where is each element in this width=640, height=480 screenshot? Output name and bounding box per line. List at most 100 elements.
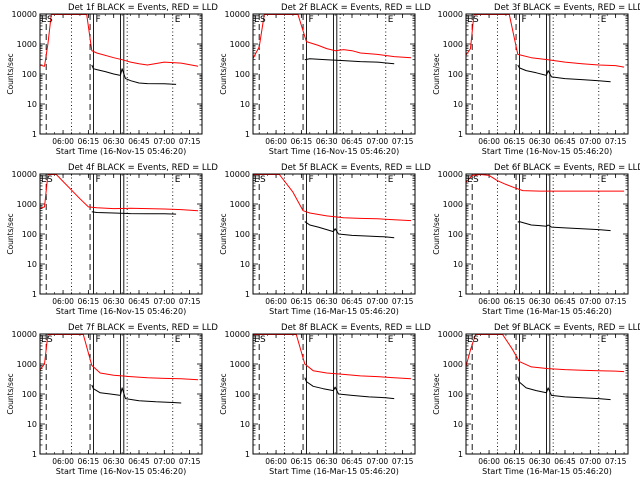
- y-axis-label: Counts/sec: [432, 53, 441, 94]
- x-axis-label: Start Time (16-Nov-15 05:46:20): [56, 467, 186, 476]
- events-series-line: [304, 58, 395, 65]
- lld-series-line: [466, 14, 625, 68]
- x-tick-label: 06:30: [103, 457, 125, 466]
- x-tick-label: 06:15: [291, 137, 313, 146]
- x-tick-label: 07:00: [367, 457, 389, 466]
- x-tick-label: 06:00: [265, 137, 287, 146]
- corner-label-f: F: [95, 15, 100, 25]
- plot-area: [466, 334, 625, 454]
- x-axis-label: Start Time (16-Mar-15 05:46:20): [269, 307, 399, 316]
- x-tick-label: 06:00: [478, 457, 500, 466]
- x-tick-label: 07:15: [179, 297, 201, 306]
- panel-det-4f: Det 4f BLACK = Events, RED = LLD 1 10 100 10…: [6, 163, 218, 316]
- y-tick-label: 1000: [17, 360, 37, 369]
- y-tick-label: 1: [245, 290, 250, 299]
- panel-title: Det 4f BLACK = Events, RED = LLD: [68, 163, 218, 173]
- corner-label-f: F: [95, 175, 100, 185]
- x-tick-label: 06:00: [478, 137, 500, 146]
- y-tick-label: 1: [32, 130, 37, 139]
- x-tick-label: 07:15: [605, 457, 627, 466]
- x-tick-label: 06:30: [529, 297, 551, 306]
- corner-label-e: E: [601, 335, 607, 345]
- x-tick-label: 06:45: [341, 297, 363, 306]
- y-tick-label: 10: [240, 260, 250, 269]
- y-tick-label: 10000: [12, 330, 37, 339]
- x-tick-label: 06:45: [128, 457, 150, 466]
- x-tick-label: 06:30: [316, 457, 338, 466]
- x-tick-label: 06:15: [291, 297, 313, 306]
- x-tick-label: 07:00: [154, 137, 176, 146]
- x-tick-label: 06:15: [504, 137, 526, 146]
- plot-area: [466, 14, 625, 134]
- y-tick-label: 10000: [225, 10, 250, 19]
- corner-label-e: E: [175, 175, 181, 185]
- y-tick-label: 1000: [230, 360, 250, 369]
- y-tick-label: 100: [235, 70, 250, 79]
- y-tick-label: 10000: [438, 330, 463, 339]
- y-tick-label: 10000: [225, 170, 250, 179]
- lld-series-line: [40, 334, 199, 381]
- x-tick-label: 07:15: [179, 457, 201, 466]
- corner-label-s: S: [473, 335, 479, 345]
- y-axis-label: Counts/sec: [219, 53, 228, 94]
- corner-label-e: E: [601, 175, 607, 185]
- y-tick-label: 10000: [438, 170, 463, 179]
- y-tick-label: 1000: [230, 40, 250, 49]
- y-tick-label: 10000: [225, 330, 250, 339]
- y-tick-label: 1000: [17, 200, 37, 209]
- y-tick-label: 10000: [12, 170, 37, 179]
- plot-frame: [39, 173, 203, 295]
- panel-det-3f: Det 3f BLACK = Events, RED = LLD 1 10 100 10…: [432, 3, 640, 156]
- corner-label-f: F: [308, 15, 313, 25]
- x-axis-label: Start Time (16-Mar-15 05:46:20): [482, 307, 612, 316]
- y-tick-label: 100: [448, 70, 463, 79]
- x-tick-label: 06:15: [504, 297, 526, 306]
- y-axis-label: Counts/sec: [432, 373, 441, 414]
- x-tick-label: 06:15: [504, 457, 526, 466]
- corner-label-f: F: [95, 335, 100, 345]
- x-tick-label: 06:00: [52, 137, 74, 146]
- plot-frame: [39, 13, 203, 135]
- x-tick-label: 07:00: [580, 297, 602, 306]
- y-axis-label: Counts/sec: [6, 213, 15, 254]
- corner-label-e: E: [175, 15, 181, 25]
- y-tick-label: 10: [453, 260, 463, 269]
- y-tick-label: 1: [245, 450, 250, 459]
- x-tick-label: 06:15: [78, 137, 100, 146]
- plot-frame: [252, 333, 416, 455]
- x-tick-label: 07:00: [580, 137, 602, 146]
- corner-label-f: F: [308, 335, 313, 345]
- y-axis-label: Counts/sec: [432, 213, 441, 254]
- corner-label-e: E: [388, 335, 394, 345]
- corner-label-s: S: [473, 15, 479, 25]
- x-axis-label: Start Time (16-Mar-15 05:46:20): [482, 467, 612, 476]
- plot-frame: [252, 13, 416, 135]
- y-tick-label: 10: [453, 420, 463, 429]
- corner-label-e: E: [467, 175, 473, 185]
- x-tick-label: 06:45: [554, 137, 576, 146]
- x-tick-label: 06:45: [554, 297, 576, 306]
- corner-label-f: F: [521, 335, 526, 345]
- panel-det-5f: Det 5f BLACK = Events, RED = LLD 1 10 100 10…: [219, 163, 431, 316]
- x-tick-label: 07:15: [392, 457, 414, 466]
- events-series-line: [517, 221, 611, 232]
- x-axis-label: Start Time (16-Nov-15 05:46:20): [269, 147, 399, 156]
- x-tick-label: 06:30: [529, 137, 551, 146]
- corner-label-e: E: [601, 15, 607, 25]
- x-tick-label: 06:15: [78, 297, 100, 306]
- panel-title: Det 8f BLACK = Events, RED = LLD: [281, 323, 431, 333]
- panel-title: Det 2f BLACK = Events, RED = LLD: [281, 3, 431, 13]
- lld-series-line: [40, 14, 199, 67]
- y-tick-label: 10: [240, 100, 250, 109]
- corner-label-e: E: [41, 335, 47, 345]
- y-tick-label: 100: [22, 70, 37, 79]
- plot-area: [40, 174, 199, 294]
- events-series-line: [91, 384, 182, 404]
- corner-label-s: S: [47, 335, 53, 345]
- x-tick-label: 06:45: [341, 137, 363, 146]
- panel-det-8f: Det 8f BLACK = Events, RED = LLD 1 10 100 10…: [219, 323, 431, 476]
- x-axis-label: Start Time (16-Mar-15 05:46:20): [269, 467, 399, 476]
- panel-title: Det 5f BLACK = Events, RED = LLD: [281, 163, 431, 173]
- x-axis-label: Start Time (16-Nov-15 05:46:20): [56, 307, 186, 316]
